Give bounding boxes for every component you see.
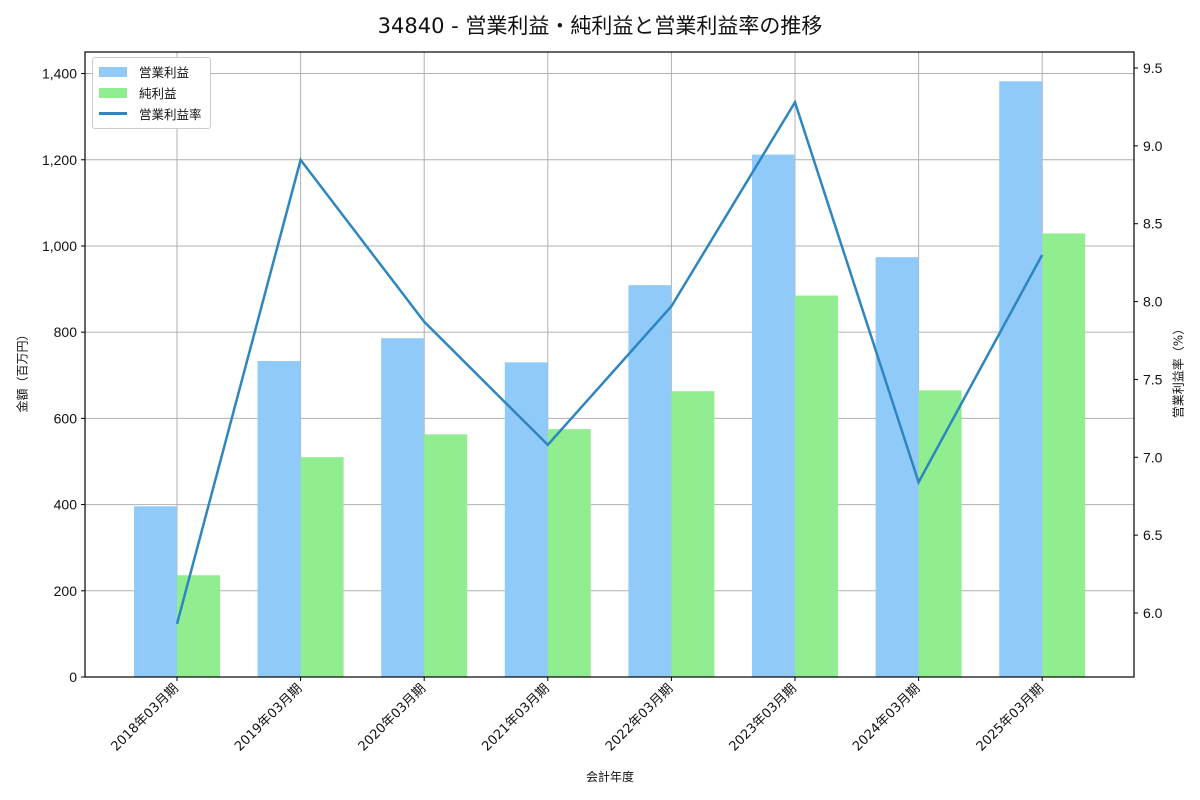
svg-text:200: 200 [54, 583, 78, 599]
bar [504, 362, 548, 677]
svg-text:2022年03月期: 2022年03月期 [603, 681, 676, 754]
svg-text:800: 800 [54, 324, 78, 340]
svg-text:8.0: 8.0 [1143, 294, 1163, 310]
svg-text:400: 400 [54, 497, 78, 513]
bar [918, 390, 962, 677]
bar [875, 257, 919, 677]
bar [381, 338, 425, 677]
svg-text:600: 600 [54, 410, 78, 426]
svg-text:9.0: 9.0 [1143, 138, 1163, 154]
bar [424, 434, 468, 677]
svg-text:7.0: 7.0 [1143, 449, 1163, 465]
svg-text:1,400: 1,400 [42, 66, 77, 82]
bar [547, 429, 591, 677]
operating-profit-swatch-icon [99, 66, 127, 77]
chart-title: 34840 - 営業利益・純利益と営業利益率の推移 [377, 14, 823, 38]
legend-item-operating-profit: 営業利益 [99, 61, 202, 82]
legend-label: 営業利益 [139, 65, 190, 80]
bar [795, 295, 838, 677]
legend-label: 営業利益率 [139, 107, 202, 122]
x-axis-label: 会計年度 [585, 770, 634, 784]
svg-text:1,000: 1,000 [42, 238, 77, 254]
y-axis-left-label: 金額（百万円） [15, 328, 30, 413]
svg-text:2023年03月期: 2023年03月期 [727, 681, 800, 754]
bar [752, 154, 795, 678]
bar [628, 285, 672, 677]
bar [1042, 233, 1086, 677]
bar [671, 391, 715, 677]
legend: 営業利益 純利益 営業利益率 [92, 57, 211, 129]
y-axis-left-ticks: 0 200 400 600 800 1,000 1,200 1,400 [42, 66, 85, 685]
legend-item-net-profit: 純利益 [99, 82, 202, 103]
grid [85, 52, 1134, 678]
svg-text:2021年03月期: 2021年03月期 [479, 681, 552, 754]
svg-text:2024年03月期: 2024年03月期 [850, 681, 923, 754]
svg-text:6.0: 6.0 [1143, 605, 1163, 621]
y-axis-right-ticks: 6.0 6.5 7.0 7.5 8.0 8.5 9.0 9.5 [1134, 60, 1163, 621]
svg-text:2018年03月期: 2018年03月期 [109, 681, 182, 754]
svg-text:2019年03月期: 2019年03月期 [232, 681, 305, 754]
x-axis-ticks: 2018年03月期 2019年03月期 2020年03月期 2021年03月期 2022… [109, 677, 1047, 755]
legend-item-operating-margin: 営業利益率 [99, 103, 202, 124]
plot-frame [84, 51, 1135, 678]
bar [257, 361, 301, 677]
net-profit-swatch-icon [99, 87, 127, 98]
operating-margin-line-icon [99, 112, 127, 115]
bars [134, 81, 1086, 678]
legend-label: 純利益 [139, 86, 177, 101]
bar [134, 506, 177, 677]
bar [300, 457, 344, 677]
bar [177, 575, 220, 677]
svg-text:0: 0 [69, 669, 77, 685]
y-axis-right-label: 営業利益率（%） [1171, 322, 1186, 419]
svg-text:8.5: 8.5 [1143, 216, 1163, 232]
svg-text:6.5: 6.5 [1143, 527, 1163, 543]
operating-margin-line [175, 99, 1044, 625]
svg-text:2025年03月期: 2025年03月期 [974, 681, 1047, 754]
svg-text:1,200: 1,200 [42, 152, 77, 168]
svg-text:9.5: 9.5 [1143, 60, 1163, 76]
svg-text:2020年03月期: 2020年03月期 [356, 681, 429, 754]
svg-text:7.5: 7.5 [1143, 371, 1163, 387]
bar [999, 81, 1043, 677]
